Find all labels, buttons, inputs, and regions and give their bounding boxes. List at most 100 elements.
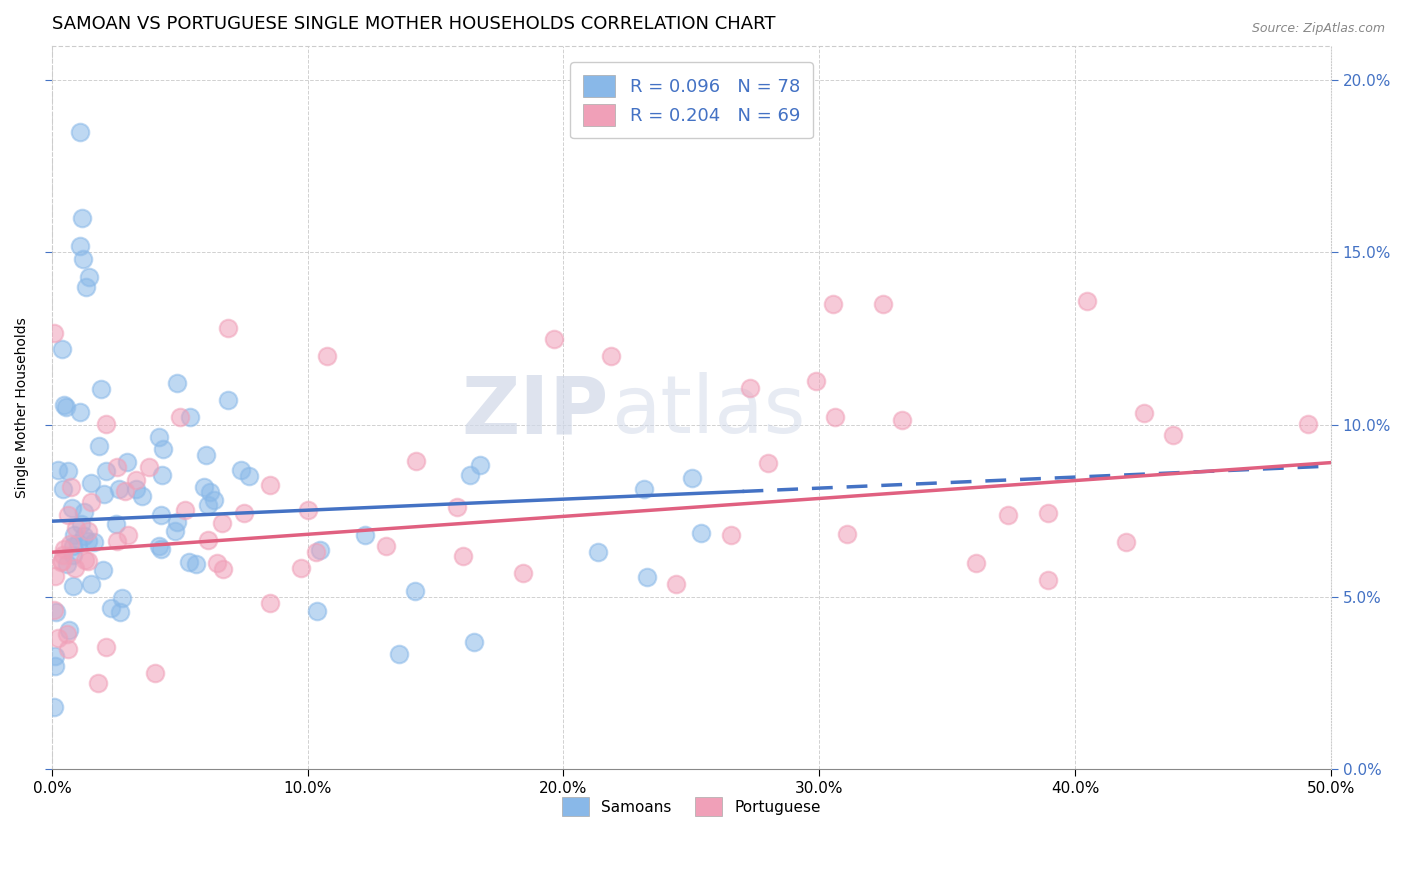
Portuguese xyxy=(543,332,565,346)
Samoans xyxy=(125,482,148,496)
Portuguese xyxy=(55,627,77,641)
Portuguese xyxy=(806,375,828,389)
Samoans xyxy=(470,458,492,472)
Samoans xyxy=(148,539,170,553)
Portuguese xyxy=(44,603,66,617)
Samoans xyxy=(586,544,609,558)
Samoans xyxy=(115,455,138,469)
Portuguese xyxy=(315,349,337,363)
Samoans xyxy=(44,648,66,663)
Samoans xyxy=(184,557,207,571)
Portuguese xyxy=(169,410,191,425)
Portuguese xyxy=(114,483,136,498)
Samoans xyxy=(48,462,70,476)
Portuguese xyxy=(665,577,688,591)
Samoans xyxy=(110,591,132,605)
Portuguese xyxy=(94,640,117,654)
Samoans xyxy=(100,601,122,615)
Samoans xyxy=(83,535,105,549)
Samoans xyxy=(58,623,80,637)
Samoans xyxy=(69,405,91,419)
Portuguese xyxy=(1036,506,1059,520)
Samoans xyxy=(308,542,330,557)
Samoans xyxy=(179,409,201,424)
Portuguese xyxy=(512,566,534,580)
Portuguese xyxy=(173,503,195,517)
Portuguese xyxy=(94,417,117,431)
Portuguese xyxy=(1115,535,1137,549)
Samoans xyxy=(56,557,79,571)
Samoans xyxy=(52,482,75,496)
Samoans xyxy=(80,475,103,490)
Samoans xyxy=(69,238,91,252)
Portuguese xyxy=(1161,428,1184,442)
Samoans xyxy=(55,400,77,414)
Samoans xyxy=(70,211,93,225)
Portuguese xyxy=(105,534,128,549)
Samoans xyxy=(149,508,172,522)
Portuguese xyxy=(1038,573,1060,587)
Samoans xyxy=(177,555,200,569)
Portuguese xyxy=(872,297,894,311)
Samoans xyxy=(150,541,173,556)
Portuguese xyxy=(138,460,160,475)
Samoans xyxy=(404,583,426,598)
Samoans xyxy=(238,468,260,483)
Samoans xyxy=(353,528,375,542)
Portuguese xyxy=(105,459,128,474)
Samoans xyxy=(94,464,117,478)
Samoans xyxy=(108,482,131,496)
Samoans xyxy=(56,464,79,478)
Samoans xyxy=(76,534,98,549)
Samoans xyxy=(73,505,96,519)
Portuguese xyxy=(290,561,312,575)
Samoans xyxy=(44,659,66,673)
Samoans xyxy=(388,647,411,661)
Samoans xyxy=(131,489,153,503)
Portuguese xyxy=(59,480,82,494)
Samoans xyxy=(75,280,97,294)
Portuguese xyxy=(305,545,328,559)
Text: Source: ZipAtlas.com: Source: ZipAtlas.com xyxy=(1251,22,1385,36)
Samoans xyxy=(62,579,84,593)
Portuguese xyxy=(738,381,761,395)
Samoans xyxy=(636,570,658,584)
Samoans xyxy=(87,439,110,453)
Samoans xyxy=(195,448,218,462)
Samoans xyxy=(689,525,711,540)
Portuguese xyxy=(259,596,281,610)
Portuguese xyxy=(297,503,319,517)
Portuguese xyxy=(44,326,66,340)
Samoans xyxy=(79,576,101,591)
Samoans xyxy=(458,467,481,482)
Portuguese xyxy=(125,473,148,487)
Portuguese xyxy=(824,410,846,425)
Samoans xyxy=(217,393,239,408)
Samoans xyxy=(91,563,114,577)
Portuguese xyxy=(212,562,235,576)
Portuguese xyxy=(56,508,79,523)
Samoans xyxy=(165,524,187,538)
Portuguese xyxy=(46,631,69,645)
Samoans xyxy=(72,252,94,267)
Portuguese xyxy=(720,528,742,542)
Samoans xyxy=(63,528,86,542)
Portuguese xyxy=(77,554,100,568)
Samoans xyxy=(202,493,225,508)
Portuguese xyxy=(375,540,398,554)
Y-axis label: Single Mother Households: Single Mother Households xyxy=(15,318,30,498)
Portuguese xyxy=(77,524,100,538)
Samoans xyxy=(166,515,188,529)
Samoans xyxy=(148,429,170,443)
Samoans xyxy=(73,529,96,543)
Samoans xyxy=(45,605,67,619)
Portuguese xyxy=(73,553,96,567)
Portuguese xyxy=(1296,417,1319,431)
Portuguese xyxy=(63,561,86,575)
Portuguese xyxy=(233,506,256,520)
Samoans xyxy=(52,398,75,412)
Text: SAMOAN VS PORTUGUESE SINGLE MOTHER HOUSEHOLDS CORRELATION CHART: SAMOAN VS PORTUGUESE SINGLE MOTHER HOUSE… xyxy=(52,15,776,33)
Samoans xyxy=(69,125,91,139)
Samoans xyxy=(62,548,84,562)
Portuguese xyxy=(65,521,87,535)
